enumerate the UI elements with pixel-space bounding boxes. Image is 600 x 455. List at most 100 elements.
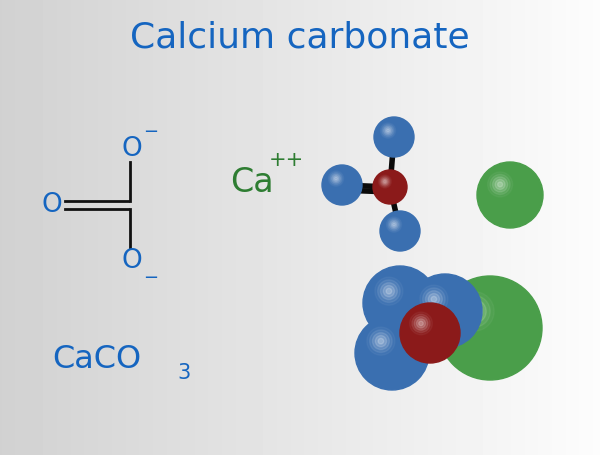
Ellipse shape — [331, 173, 353, 197]
Ellipse shape — [391, 134, 397, 140]
Ellipse shape — [467, 305, 512, 350]
Ellipse shape — [479, 317, 502, 339]
Text: O: O — [122, 248, 142, 274]
Ellipse shape — [402, 305, 458, 361]
Ellipse shape — [386, 289, 413, 316]
Ellipse shape — [431, 298, 458, 324]
Ellipse shape — [416, 319, 425, 328]
Ellipse shape — [371, 332, 413, 374]
Ellipse shape — [380, 211, 420, 251]
Ellipse shape — [331, 174, 341, 183]
Ellipse shape — [429, 295, 461, 327]
Ellipse shape — [380, 177, 400, 197]
Ellipse shape — [386, 129, 389, 132]
Ellipse shape — [421, 324, 439, 342]
Ellipse shape — [428, 293, 440, 305]
Ellipse shape — [379, 176, 401, 198]
Ellipse shape — [464, 302, 516, 354]
Ellipse shape — [412, 314, 430, 333]
Ellipse shape — [406, 309, 454, 357]
Ellipse shape — [385, 182, 395, 192]
Ellipse shape — [330, 172, 342, 185]
Ellipse shape — [332, 175, 352, 195]
Ellipse shape — [376, 118, 413, 156]
Ellipse shape — [373, 334, 410, 372]
Text: 3: 3 — [177, 363, 190, 383]
Ellipse shape — [383, 286, 395, 297]
Ellipse shape — [381, 124, 407, 150]
Ellipse shape — [390, 221, 410, 241]
Ellipse shape — [385, 128, 403, 146]
Ellipse shape — [339, 182, 345, 188]
Ellipse shape — [437, 303, 453, 319]
Ellipse shape — [377, 120, 411, 154]
Ellipse shape — [421, 287, 469, 335]
Ellipse shape — [393, 224, 407, 238]
Text: ++: ++ — [268, 150, 304, 170]
Ellipse shape — [383, 180, 386, 183]
Text: CaCO: CaCO — [52, 344, 141, 375]
Ellipse shape — [328, 171, 356, 199]
Ellipse shape — [380, 123, 409, 152]
Ellipse shape — [373, 277, 427, 329]
Ellipse shape — [382, 179, 388, 184]
Ellipse shape — [363, 324, 421, 382]
Ellipse shape — [323, 167, 361, 203]
Ellipse shape — [404, 307, 456, 359]
Ellipse shape — [410, 277, 479, 345]
Ellipse shape — [482, 167, 538, 223]
Ellipse shape — [493, 178, 527, 212]
Ellipse shape — [415, 318, 445, 348]
Ellipse shape — [490, 174, 510, 194]
Ellipse shape — [377, 174, 403, 200]
Ellipse shape — [413, 316, 447, 350]
Ellipse shape — [496, 181, 524, 209]
Ellipse shape — [365, 327, 419, 379]
Ellipse shape — [382, 125, 394, 136]
Ellipse shape — [417, 320, 443, 346]
Ellipse shape — [410, 313, 449, 352]
Ellipse shape — [388, 131, 400, 143]
Ellipse shape — [389, 220, 398, 229]
Ellipse shape — [385, 127, 391, 134]
Ellipse shape — [355, 316, 429, 390]
Ellipse shape — [453, 291, 527, 365]
Ellipse shape — [375, 335, 386, 347]
Ellipse shape — [397, 228, 403, 234]
Ellipse shape — [419, 322, 441, 344]
Ellipse shape — [477, 162, 543, 228]
Ellipse shape — [495, 179, 505, 189]
Ellipse shape — [371, 274, 429, 332]
Ellipse shape — [334, 177, 338, 180]
Ellipse shape — [475, 313, 505, 343]
Ellipse shape — [376, 337, 408, 369]
Ellipse shape — [383, 180, 397, 194]
Text: Ca: Ca — [230, 167, 274, 199]
Ellipse shape — [368, 329, 416, 377]
Ellipse shape — [386, 217, 415, 245]
Ellipse shape — [387, 218, 413, 244]
Ellipse shape — [460, 298, 520, 358]
Ellipse shape — [400, 303, 460, 363]
Ellipse shape — [384, 181, 396, 193]
Text: −: − — [143, 269, 158, 287]
Ellipse shape — [488, 174, 532, 216]
Ellipse shape — [434, 300, 456, 322]
Ellipse shape — [373, 333, 389, 349]
Ellipse shape — [370, 330, 392, 353]
Ellipse shape — [497, 182, 503, 187]
Text: −: − — [143, 123, 158, 141]
Ellipse shape — [413, 279, 477, 343]
Ellipse shape — [386, 183, 394, 191]
Ellipse shape — [386, 288, 392, 294]
Ellipse shape — [386, 348, 398, 359]
Ellipse shape — [338, 181, 346, 189]
Ellipse shape — [380, 283, 397, 299]
Ellipse shape — [503, 188, 517, 202]
Ellipse shape — [376, 172, 404, 202]
Ellipse shape — [388, 184, 392, 190]
Ellipse shape — [392, 223, 395, 226]
Ellipse shape — [392, 295, 408, 311]
Ellipse shape — [394, 225, 406, 237]
Ellipse shape — [424, 326, 437, 339]
